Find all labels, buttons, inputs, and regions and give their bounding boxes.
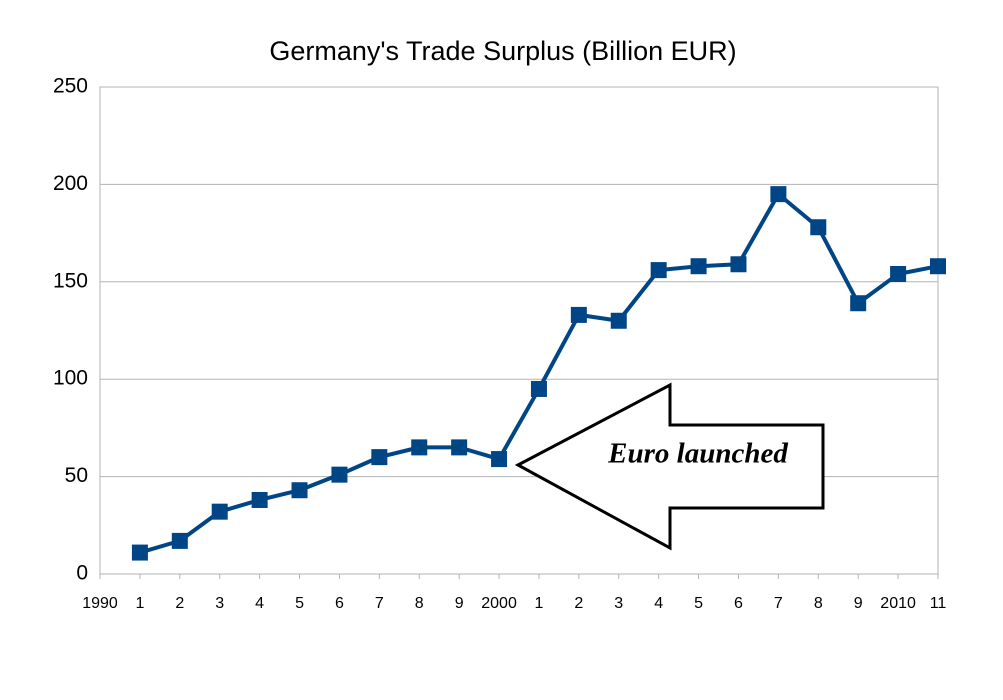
- data-point: [211, 503, 228, 520]
- x-tick-label: 2: [175, 595, 184, 612]
- x-tick-label: 1: [534, 595, 543, 612]
- x-tick-label: 8: [415, 595, 424, 612]
- data-point: [451, 439, 468, 456]
- y-tick-label: 100: [53, 367, 88, 390]
- data-point: [530, 380, 547, 397]
- y-tick-label: 150: [53, 269, 88, 292]
- data-point: [331, 466, 348, 483]
- x-tick-label: 3: [215, 595, 224, 612]
- x-tick-label: 7: [774, 595, 783, 612]
- y-tick-label: 50: [65, 464, 88, 487]
- data-point: [930, 258, 946, 275]
- x-tick-label: 9: [455, 595, 464, 612]
- data-point: [371, 449, 388, 466]
- y-tick-label: 200: [53, 172, 88, 195]
- x-tick-label: 2000: [481, 595, 517, 612]
- x-tick-label: 6: [734, 595, 743, 612]
- y-tick-label: 250: [53, 75, 88, 98]
- data-point: [570, 306, 587, 323]
- x-tick-label: 2010: [880, 595, 916, 612]
- x-tick-label: 11: [930, 595, 947, 612]
- data-point: [650, 262, 667, 279]
- data-point: [291, 482, 308, 499]
- annotation: Euro launched: [607, 438, 788, 470]
- data-point: [491, 451, 508, 468]
- data-point: [770, 186, 787, 203]
- data-point: [730, 256, 747, 273]
- x-tick-label: 5: [694, 595, 703, 612]
- annotation-arrow: [514, 382, 825, 551]
- x-tick-label: 6: [335, 595, 344, 612]
- data-point: [850, 295, 867, 312]
- chart-title: Germany's Trade Surplus (Billion EUR): [269, 36, 736, 66]
- x-tick-label: 5: [295, 595, 304, 612]
- x-tick-label: 1990: [82, 595, 118, 612]
- data-point: [251, 491, 268, 508]
- x-tick-label: 4: [255, 595, 264, 612]
- data-point: [171, 532, 188, 549]
- data-point: [810, 219, 827, 236]
- x-tick-label: 2: [574, 595, 583, 612]
- x-tick-label: 7: [375, 595, 384, 612]
- x-tick-label: 3: [614, 595, 623, 612]
- data-point: [411, 439, 428, 456]
- plot-frame: [99, 86, 939, 575]
- data-point: [131, 544, 148, 561]
- data-point: [890, 266, 907, 283]
- x-tick-label: 1: [135, 595, 144, 612]
- data-point: [690, 258, 707, 275]
- y-tick-label: 0: [76, 562, 88, 585]
- x-tick-label: 4: [654, 595, 663, 612]
- data-point: [610, 312, 627, 329]
- x-tick-label: 9: [854, 595, 863, 612]
- x-tick-label: 8: [814, 595, 823, 612]
